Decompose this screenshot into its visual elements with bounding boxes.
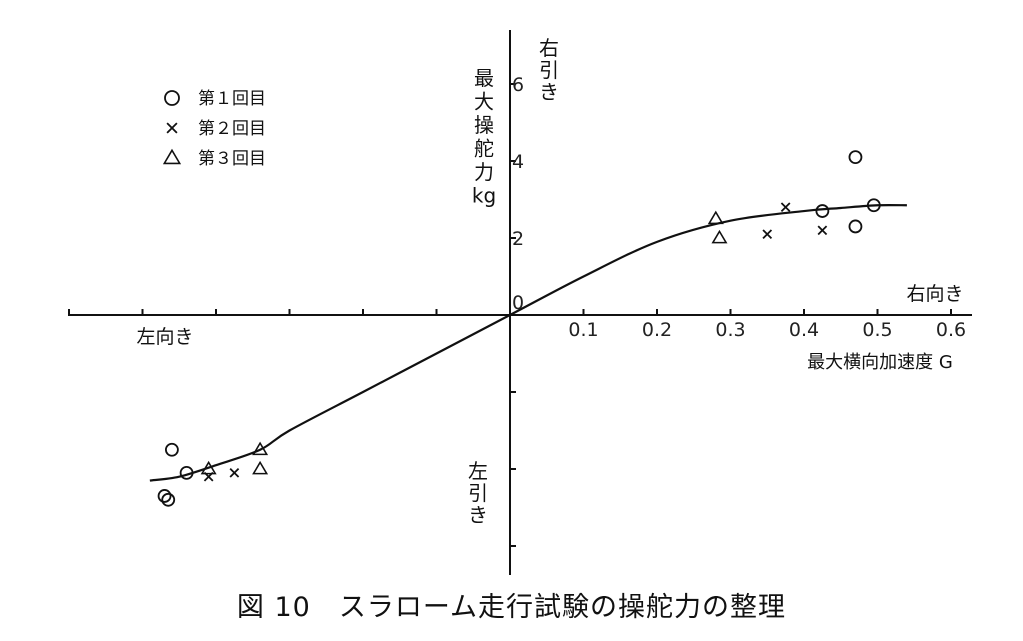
data-point-circle [161,492,176,507]
legend-label: 第１回目 [198,89,266,109]
data-point-circle [866,198,881,213]
data-point-triangle [252,460,269,475]
data-point-circle [848,150,863,165]
y-tick-label: 2 [512,228,524,250]
data-points-layer [157,150,881,507]
trend-curve-layer [149,203,907,482]
x-stroke [762,229,773,239]
figure-caption: 図 10 スラローム走行試験の操舵力の整理 [236,592,787,623]
vertical-char: 力 [474,160,494,184]
data-point-triangle [707,210,724,225]
x-stroke [780,202,791,213]
vertical-char: き [539,80,559,104]
data-point-triangle [711,229,728,244]
data-point-triangle [252,441,269,456]
vertical-char: 左 [468,459,488,483]
vertical-char: き [468,503,488,527]
x-tick-label: 0.5 [862,319,892,341]
vertical-char: 引 [468,481,488,505]
trend-curve [149,203,907,482]
x-tick-label: 0.2 [642,319,672,341]
x-tick-label: 0.6 [936,319,966,341]
data-point-circle [848,219,863,234]
vertical-char: 舵 [474,137,494,161]
data-point-triangle [200,460,217,475]
legend-marker-circle [164,90,180,106]
x-tick-label: 0.4 [789,319,819,341]
x-stroke [166,122,178,134]
y-neg-direction-label: 左引き [468,459,488,527]
data-point-x [762,229,773,239]
x-tick-label: 0.3 [715,319,745,341]
vertical-char: kg [472,184,496,208]
x-stroke [229,468,240,478]
y-pos-direction-label: 右引き [539,36,559,104]
x-pos-direction-label: 右向き [906,283,963,305]
x-neg-direction-label: 左向き [136,326,193,348]
axes [68,30,972,575]
legend-marker-x [166,122,178,134]
x-tick-label: 0.1 [568,319,598,341]
vertical-char: 大 [474,90,494,114]
legend-marker-triangle [162,148,182,165]
legend-label: 第３回目 [198,149,266,169]
y-tick-label: 6 [512,74,524,96]
data-point-x [817,225,828,236]
x-axis-title: 最大横向加速度 G [807,352,953,373]
data-point-circle [164,442,179,457]
vertical-char: 操 [474,113,494,137]
x-stroke [817,225,828,236]
data-point-circle [157,489,172,503]
legend-label: 第２回目 [198,119,266,139]
vertical-char: 右 [539,36,559,60]
vertical-char: 最 [474,66,494,90]
data-point-x [229,468,240,478]
vertical-char: 引 [539,58,559,82]
data-point-circle [815,204,830,218]
y-tick-label: 4 [512,151,524,173]
data-point-circle [179,465,194,480]
data-point-x [780,202,791,213]
